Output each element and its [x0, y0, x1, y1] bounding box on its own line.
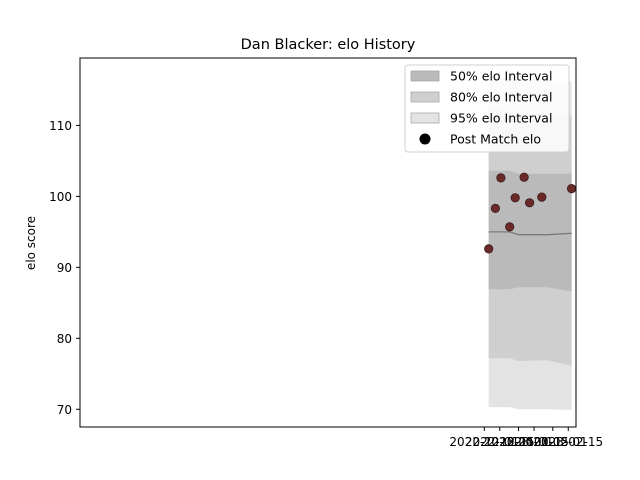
- median-line: [488, 231, 572, 236]
- data-point: [490, 203, 500, 213]
- band-50pct: [488, 170, 572, 292]
- data-point: [496, 173, 506, 183]
- y-axis-label: elo score: [24, 216, 38, 270]
- legend-box: [404, 64, 570, 153]
- y-tick-label: 100: [49, 190, 72, 204]
- legend: 50% elo Interval 80% elo Interval 95% elo …: [404, 64, 570, 153]
- data-point: [505, 222, 515, 232]
- x-tick-label: 2022-12-15: [465, 435, 535, 449]
- data-point: [484, 244, 494, 254]
- legend-label: Post Match elo: [450, 132, 541, 147]
- data-point: [510, 193, 520, 203]
- y-tick-label: 90: [57, 261, 72, 275]
- data-point: [524, 198, 535, 208]
- chart-title: Dan Blacker: elo History: [241, 37, 416, 53]
- data-points: [484, 172, 577, 254]
- data-point: [566, 184, 577, 194]
- legend-label: 80% elo Interval: [450, 90, 552, 105]
- legend-label: 50% elo Interval: [450, 69, 552, 84]
- legend-swatch: [410, 112, 440, 124]
- x-tick-label: 2023-02-15: [533, 435, 603, 449]
- legend-swatch: [410, 70, 440, 82]
- interval-bands: [488, 77, 572, 410]
- legend-marker: [419, 133, 431, 145]
- median-line-layer: [488, 231, 572, 236]
- x-tick-label: 2023-02-01: [518, 435, 588, 449]
- y-tick-label: 110: [49, 119, 72, 133]
- data-point: [519, 172, 529, 182]
- y-tick-label: 80: [57, 332, 72, 346]
- data-point: [537, 192, 547, 202]
- legend-swatch: [410, 91, 440, 103]
- y-tick-label: 70: [57, 403, 72, 417]
- x-tick-label: 2023-01-15: [499, 435, 569, 449]
- x-tick-label: 2023-01-01: [484, 435, 554, 449]
- x-tick-label: 2022-12-01: [449, 435, 519, 449]
- plot-frame: [79, 57, 577, 428]
- x-axis: 2022-12-012022-12-152023-01-012023-01-15…: [449, 427, 603, 449]
- y-axis: 70 80 90 100 110: [49, 119, 80, 417]
- legend-label: 95% elo Interval: [450, 111, 552, 126]
